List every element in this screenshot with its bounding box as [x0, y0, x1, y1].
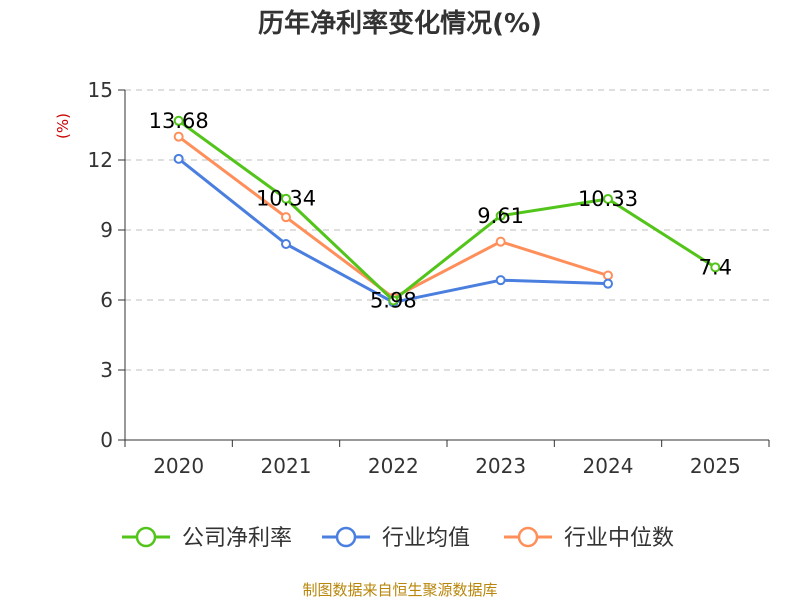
x-tick-label: 2023: [475, 454, 526, 478]
chart-title: 历年净利率变化情况(%): [258, 8, 542, 39]
x-tick-label: 2020: [153, 454, 204, 478]
series-line-0: [177, 119, 717, 302]
legend-swatch-marker: [335, 526, 357, 548]
source-note: 制图数据来自恒生聚源数据库: [302, 581, 497, 599]
data-point: [281, 212, 291, 223]
x-tick-label: 2021: [261, 454, 312, 478]
legend-item-1: 行业均值: [322, 526, 470, 551]
data-label: 7.4: [699, 255, 732, 279]
x-tick-labels: 2020 2021 2022 2023 2024 2025: [153, 454, 741, 478]
legend-swatch-marker: [517, 526, 539, 548]
y-tick-label: 9: [100, 218, 113, 242]
y-tick-label: 12: [88, 148, 113, 172]
y-tick-label: 3: [100, 358, 113, 382]
data-point: [173, 131, 184, 142]
legend-label: 公司净利率: [182, 526, 292, 551]
y-tick-labels: 0 3 6 9 12 15: [88, 78, 113, 452]
data-point: [281, 193, 291, 204]
series-line-2: [177, 135, 609, 300]
legend-item-0: 公司净利率: [122, 526, 292, 551]
legend-label: 行业均值: [382, 526, 470, 551]
data-point: [495, 210, 506, 221]
data-label: 10.34: [256, 187, 316, 211]
data-point: [495, 236, 506, 247]
legend-label: 行业中位数: [564, 526, 674, 551]
legend: 公司净利率 行业均值 行业中位数: [122, 526, 674, 551]
data-label: 10.33: [578, 187, 638, 211]
data-point: [710, 262, 721, 273]
x-tick-label: 2022: [368, 454, 419, 478]
data-point: [603, 278, 613, 289]
data-labels: 13.68 10.34 5.98 9.61 10.33 7.4: [149, 109, 732, 313]
y-tick-label: 0: [100, 428, 113, 452]
y-tick-label: 15: [88, 78, 113, 102]
data-point: [388, 295, 399, 306]
data-point: [495, 275, 506, 286]
y-axis-label: (%): [54, 113, 72, 139]
data-label: 5.98: [370, 288, 417, 312]
data-point: [603, 270, 613, 281]
x-tick-label: 2024: [583, 454, 634, 478]
legend-swatch-marker: [135, 526, 157, 548]
axes: [118, 89, 770, 447]
data-point: [603, 193, 613, 204]
data-point: [281, 239, 291, 249]
data-label: 9.61: [477, 204, 524, 228]
data-point: [173, 115, 184, 126]
x-tick-label: 2025: [690, 454, 741, 478]
gridlines: [125, 89, 769, 371]
series-lines: [173, 115, 721, 308]
y-tick-label: 6: [100, 288, 113, 312]
data-point: [173, 153, 184, 164]
legend-item-2: 行业中位数: [504, 526, 674, 551]
data-label: 13.68: [149, 109, 209, 133]
